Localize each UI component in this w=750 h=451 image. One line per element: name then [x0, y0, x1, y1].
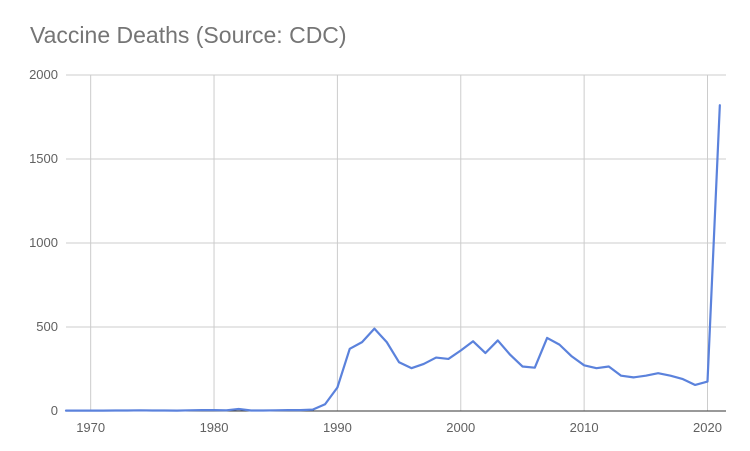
data-point — [89, 409, 92, 412]
series-line — [64, 104, 721, 412]
data-point — [632, 376, 635, 379]
data-point — [570, 355, 573, 358]
data-point — [200, 409, 203, 412]
chart-title: Vaccine Deaths (Source: CDC) — [30, 22, 347, 48]
x-tick-label: 2000 — [446, 420, 475, 435]
data-point — [607, 365, 610, 368]
data-point — [311, 408, 314, 411]
data-point — [422, 362, 425, 365]
data-point — [139, 409, 142, 412]
y-tick-label: 1500 — [29, 151, 58, 166]
x-tick-label: 2010 — [570, 420, 599, 435]
data-point — [176, 409, 179, 412]
y-tick-label: 2000 — [29, 67, 58, 82]
data-point — [250, 409, 253, 412]
grid-lines — [66, 74, 726, 411]
data-point — [65, 409, 68, 412]
data-point — [361, 341, 364, 344]
data-point — [151, 409, 154, 412]
data-point — [533, 366, 536, 369]
data-point — [324, 403, 327, 406]
y-tick-label: 0 — [51, 403, 58, 418]
y-tick-label: 500 — [36, 319, 58, 334]
x-tick-label: 1980 — [200, 420, 229, 435]
data-point — [509, 353, 512, 356]
data-point — [546, 336, 549, 339]
data-point — [348, 347, 351, 350]
data-point — [669, 374, 672, 377]
data-point — [274, 409, 277, 412]
data-point — [644, 374, 647, 377]
data-point — [706, 380, 709, 383]
data-point — [225, 409, 228, 412]
data-point — [126, 409, 129, 412]
data-point — [459, 349, 462, 352]
x-tick-label: 2020 — [693, 420, 722, 435]
data-point — [213, 409, 216, 412]
data-point — [385, 341, 388, 344]
data-point — [558, 343, 561, 346]
series-layer — [64, 104, 721, 412]
data-point — [410, 367, 413, 370]
data-point — [102, 409, 105, 412]
data-point — [694, 383, 697, 386]
data-point — [262, 409, 265, 412]
data-point — [163, 409, 166, 412]
data-point — [496, 339, 499, 342]
data-point — [336, 386, 339, 389]
data-point — [398, 361, 401, 364]
data-point — [287, 409, 290, 412]
data-point — [77, 409, 80, 412]
x-tick-label: 1970 — [76, 420, 105, 435]
data-point — [657, 372, 660, 375]
data-point — [447, 357, 450, 360]
data-point — [188, 409, 191, 412]
y-tick-label: 1000 — [29, 235, 58, 250]
data-point — [718, 104, 721, 107]
tick-labels: 0 500 1000 1500 2000 1970 1980 1990 2000 2010 2020 — [29, 67, 722, 435]
data-point — [237, 407, 240, 410]
data-point — [595, 367, 598, 370]
data-point — [484, 352, 487, 355]
data-point — [681, 378, 684, 381]
x-tick-label: 1990 — [323, 420, 352, 435]
data-point — [114, 409, 117, 412]
data-point — [472, 340, 475, 343]
data-point — [299, 409, 302, 412]
data-point — [583, 364, 586, 367]
data-point — [620, 374, 623, 377]
data-point — [521, 365, 524, 368]
data-point — [435, 356, 438, 359]
data-point — [373, 327, 376, 330]
